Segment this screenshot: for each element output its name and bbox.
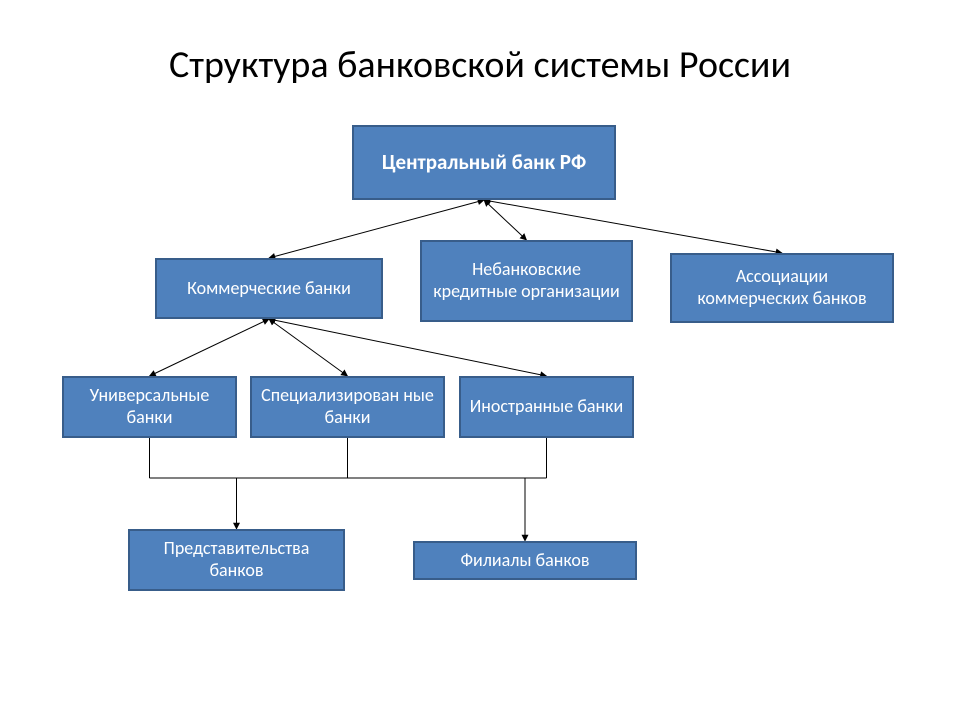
- node-branches: Филиалы банков: [413, 541, 637, 580]
- diagram-stage: Структура банковской системы России Цент…: [0, 0, 960, 720]
- node-foreign: Иностранные банки: [459, 376, 634, 438]
- node-assoc: Ассоциации коммерческих банков: [670, 253, 894, 323]
- edges-layer: [0, 0, 960, 720]
- node-commercial: Коммерческие банки: [155, 258, 383, 319]
- node-special: Специализирован ные банки: [250, 376, 445, 438]
- node-nonbank: Небанковские кредитные организации: [420, 240, 633, 322]
- node-universal: Универсальные банки: [62, 376, 237, 438]
- node-reps: Представительства банков: [128, 529, 345, 591]
- page-title: Структура банковской системы России: [0, 42, 960, 88]
- node-root: Центральный банк РФ: [352, 125, 616, 200]
